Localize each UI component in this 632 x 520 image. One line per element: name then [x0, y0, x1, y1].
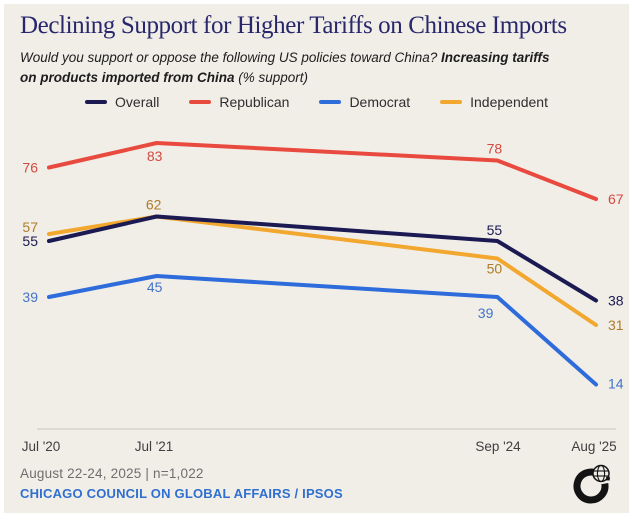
value-label-independent-2: 50: [487, 261, 503, 277]
legend-swatch-independent: [440, 100, 463, 104]
value-label-democrat-1: 45: [147, 279, 163, 295]
logo-globe-icon: [592, 464, 610, 483]
value-label-overall-2: 55: [487, 222, 503, 238]
legend-item-republican: Republican: [189, 94, 289, 110]
legend-item-independent: Independent: [440, 94, 548, 110]
x-tick-aug25: Aug '25: [571, 439, 616, 454]
legend-label-independent: Independent: [470, 94, 548, 110]
line-independent: [47, 214, 598, 327]
line-democrat: [47, 274, 598, 387]
chicago-council-logo: [573, 464, 610, 504]
value-label-democrat-0: 39: [22, 289, 38, 305]
series-layer: 57 62 50 31 55 55 38 39 45 39 14 76 83 78 67: [22, 141, 623, 392]
legend-label-overall: Overall: [115, 94, 160, 110]
legend-label-republican: Republican: [219, 94, 290, 110]
x-tick-jul20: Jul '20: [22, 439, 61, 454]
legend: Overall Republican Democrat Independent: [4, 94, 629, 110]
line-republican: [47, 141, 598, 201]
subtitle-unit: (% support): [234, 69, 309, 85]
value-label-republican-1: 83: [147, 148, 163, 164]
chart-subtitle: Would you support or oppose the followin…: [20, 48, 620, 87]
value-label-independent-1: 62: [146, 197, 162, 213]
chart-title: Declining Support for Higher Tariffs on …: [20, 12, 567, 39]
chart-card: Declining Support for Higher Tariffs on …: [4, 4, 629, 513]
legend-label-democrat: Democrat: [349, 94, 411, 110]
line-chart: 57 62 50 31 55 55 38 39 45 39 14 76 83 78 67 Jul '20 J…: [22, 141, 624, 455]
source-credit: CHICAGO COUNCIL ON GLOBAL AFFAIRS / IPSO…: [20, 486, 343, 501]
legend-swatch-democrat: [319, 100, 342, 104]
subtitle-topic-line2: on products imported from China: [20, 69, 235, 85]
subtitle-topic-line1: Increasing tariffs: [441, 50, 550, 65]
value-label-republican-0: 76: [22, 160, 38, 176]
value-label-democrat-3: 14: [608, 376, 624, 392]
value-label-overall-3: 38: [608, 293, 624, 309]
x-tick-jul21: Jul '21: [135, 439, 174, 454]
value-label-independent-0: 57: [22, 219, 38, 235]
legend-item-democrat: Democrat: [319, 94, 410, 110]
legend-swatch-overall: [85, 100, 108, 104]
x-tick-sep24: Sep '24: [475, 439, 521, 454]
legend-swatch-republican: [189, 100, 212, 104]
value-label-republican-3: 67: [608, 191, 624, 207]
value-label-overall-0: 55: [22, 233, 38, 249]
logo-c-mark: [573, 468, 609, 504]
value-label-republican-2: 78: [487, 141, 503, 157]
line-overall: [47, 214, 598, 303]
subtitle-question: Would you support or oppose the followin…: [20, 50, 441, 65]
survey-note: August 22-24, 2025 | n=1,022: [20, 466, 204, 481]
value-label-independent-3: 31: [608, 317, 624, 333]
legend-item-overall: Overall: [85, 94, 159, 110]
value-label-democrat-2: 39: [478, 305, 494, 321]
